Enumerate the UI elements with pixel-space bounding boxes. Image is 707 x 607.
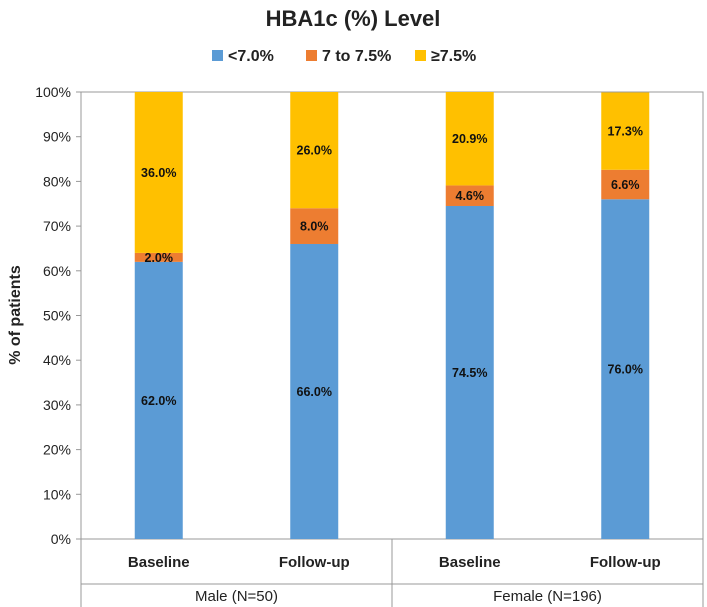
data-label: 8.0% (300, 220, 329, 234)
legend-label: 7 to 7.5% (322, 48, 391, 65)
y-tick-label: 40% (43, 352, 71, 368)
y-tick-label: 50% (43, 308, 71, 324)
bar-segment (445, 205, 494, 540)
legend-swatch (212, 50, 223, 61)
bar-segment (290, 243, 339, 540)
legend-swatch (306, 50, 317, 61)
bar-segment (445, 185, 494, 206)
x-category-label: Baseline (439, 554, 501, 571)
legend-item: ≥7.5% (415, 48, 476, 65)
y-tick-label: 30% (43, 397, 71, 413)
y-axis-label: % of patients (7, 265, 24, 365)
data-label: 17.3% (608, 125, 643, 139)
x-group-label: Female (N=196) (493, 588, 602, 605)
y-tick-label: 0% (51, 531, 71, 547)
bar-segment (134, 252, 183, 262)
y-tick-label: 100% (35, 84, 71, 100)
data-label: 74.5% (452, 366, 487, 380)
x-category-label: Baseline (128, 554, 190, 571)
legend: <7.0% 7 to 7.5% ≥7.5% (212, 48, 476, 65)
bar-segment (601, 199, 650, 539)
data-label: 76.0% (608, 363, 643, 377)
legend-item: <7.0% (212, 48, 274, 65)
bar-segment (601, 92, 650, 170)
data-label: 6.6% (611, 178, 640, 192)
bars: 62.0% 2.0% 36.0% 66.0% 8.0% 26.0% 74.5% 4.6% 20.… (134, 92, 650, 540)
y-axis: 0% 10% 20% 30% 40% 50% 60% 70% 80% 90% 100% (35, 84, 704, 547)
y-tick-label: 80% (43, 173, 71, 189)
legend-item: 7 to 7.5% (306, 48, 391, 65)
bar-segment (134, 261, 183, 539)
y-tick-label: 10% (43, 486, 71, 502)
data-label: 4.6% (456, 189, 485, 203)
y-tick-label: 20% (43, 442, 71, 458)
x-group-label: Male (N=50) (195, 588, 278, 605)
chart-title: HBA1c (%) Level (266, 6, 441, 31)
data-label: 62.0% (141, 394, 176, 408)
data-label: 66.0% (297, 385, 332, 399)
x-category-label: Follow-up (279, 554, 350, 571)
legend-label: <7.0% (228, 48, 274, 65)
bar-segment (445, 92, 494, 186)
data-label: 20.9% (452, 132, 487, 146)
y-tick-label: 60% (43, 263, 71, 279)
data-label: 36.0% (141, 166, 176, 180)
x-category-label: Follow-up (590, 554, 661, 571)
legend-swatch (415, 50, 426, 61)
bar-segment (290, 92, 339, 209)
data-label: 2.0% (145, 251, 174, 265)
bar-segment (134, 92, 183, 253)
bar-segment (601, 169, 650, 200)
y-tick-label: 70% (43, 218, 71, 234)
y-tick-label: 90% (43, 129, 71, 145)
data-label: 26.0% (297, 144, 332, 158)
legend-label: ≥7.5% (431, 48, 476, 65)
bar-segment (290, 208, 339, 244)
